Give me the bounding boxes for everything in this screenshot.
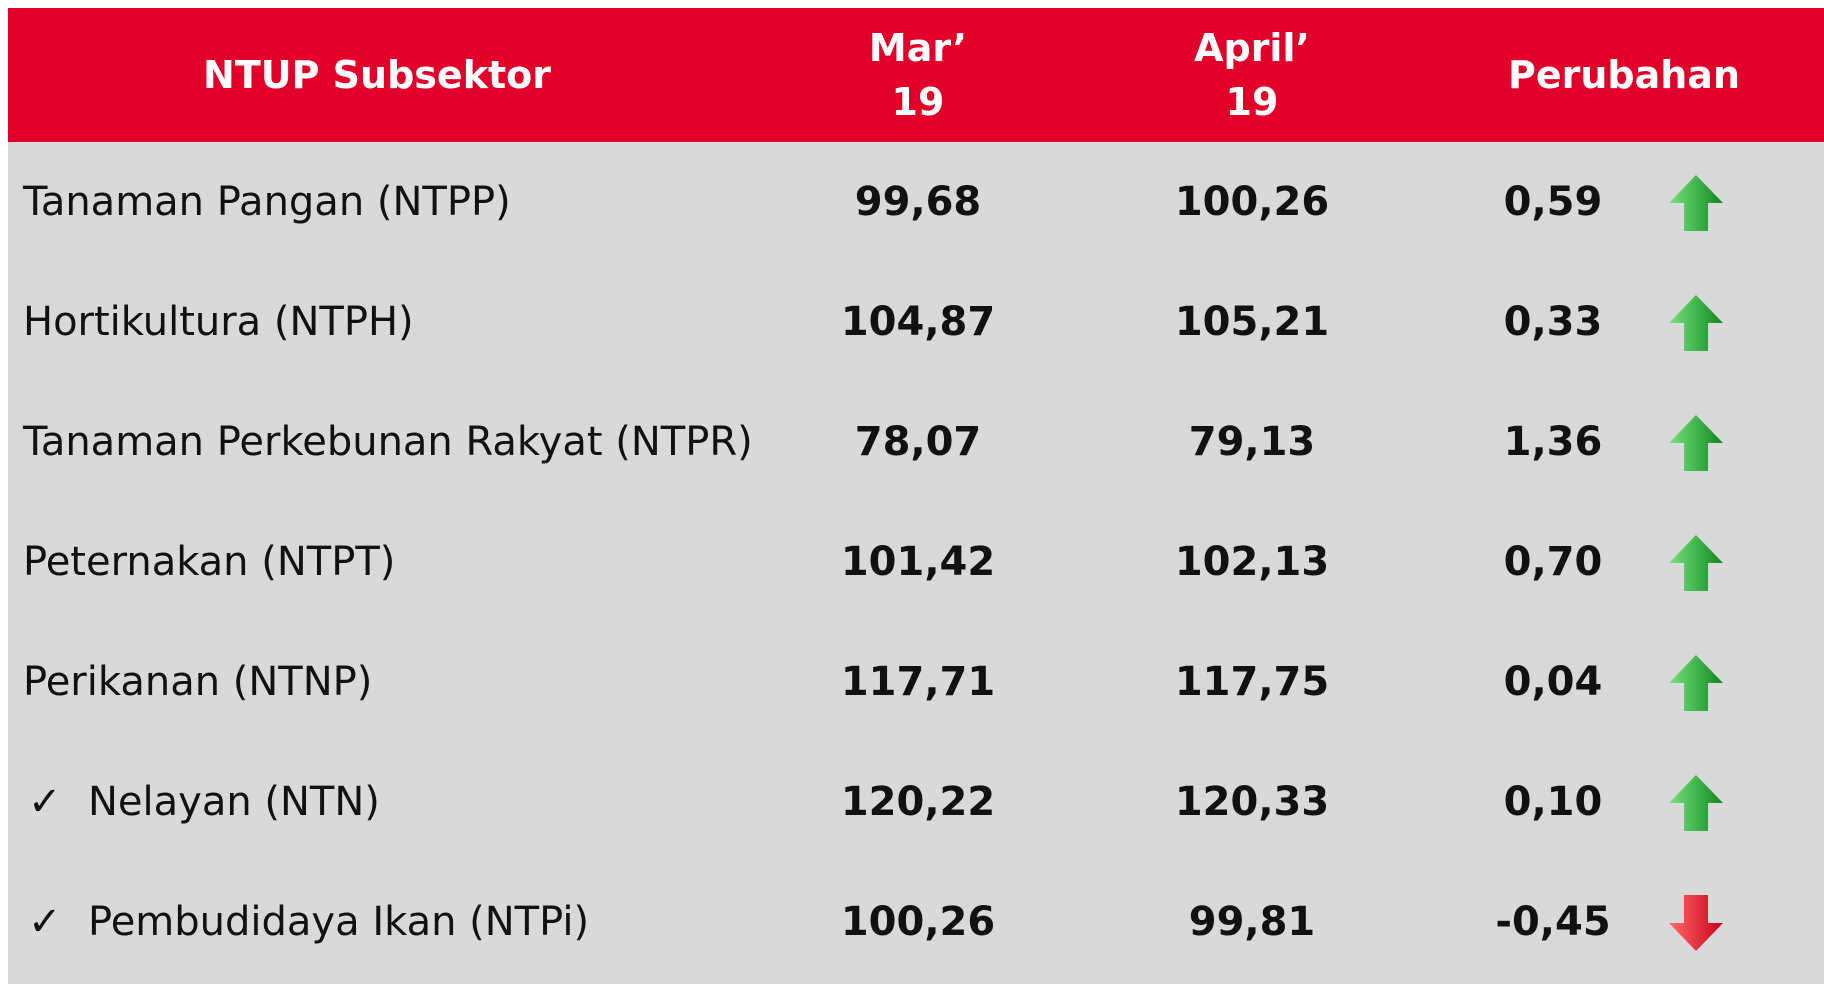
cell-value: 0,04: [1503, 659, 1603, 705]
row-label: Peternakan (NTPT): [23, 539, 396, 585]
table-row: Tanaman Pangan (NTPP) 99,68 100,26 0,59: [8, 142, 1824, 262]
cell-value: 78,07: [854, 419, 982, 465]
row-label: Perikanan (NTNP): [23, 659, 373, 705]
table-header: NTUP Subsektor Mar’ 19 April’ 19 Perubahan: [8, 8, 1824, 142]
table: NTUP Subsektor Mar’ 19 April’ 19 Perubahan …: [8, 8, 1824, 984]
table-row: Tanaman Perkebunan Rakyat (NTPR) 78,07 79,…: [8, 382, 1824, 502]
table-row: Perikanan (NTNP) 117,71 117,75 0,04: [8, 622, 1824, 742]
header-text: April’ 19: [1194, 26, 1310, 124]
cell-value: 0,70: [1503, 539, 1603, 585]
header-text: Perubahan: [1507, 53, 1741, 97]
cell-value: 117,71: [840, 659, 996, 705]
cell-value: 99,81: [1188, 899, 1316, 945]
arrow-up: [1669, 655, 1723, 711]
bullet: ✓: [28, 899, 62, 945]
row-label: Tanaman Perkebunan Rakyat (NTPR): [23, 419, 753, 465]
arrow-up: [1669, 415, 1723, 471]
table-row: ✓ Nelayan (NTN) 120,22 120,33 0,10: [8, 742, 1824, 862]
cell-value: 0,10: [1503, 779, 1603, 825]
table-row: Hortikultura (NTPH) 104,87 105,21 0,33: [8, 262, 1824, 382]
cell-value: 120,22: [840, 779, 996, 825]
header-cell: Perubahan: [1508, 8, 1740, 142]
arrow-down: [1669, 895, 1723, 951]
cell-value: 1,36: [1503, 419, 1603, 465]
header-cell: April’ 19: [1194, 8, 1310, 142]
row-label: Hortikultura (NTPH): [23, 299, 414, 345]
header-text: NTUP Subsektor: [203, 53, 551, 97]
header-cell: Mar’ 19: [869, 8, 967, 142]
arrow-up: [1669, 175, 1723, 231]
cell-value: 0,33: [1503, 299, 1603, 345]
row-label: Tanaman Pangan (NTPP): [23, 179, 511, 225]
cell-value: 117,75: [1174, 659, 1330, 705]
cell-value: 100,26: [1174, 179, 1330, 225]
row-label: Nelayan (NTN): [88, 779, 380, 825]
bullet: ✓: [28, 779, 62, 825]
table-row: Peternakan (NTPT) 101,42 102,13 0,70: [8, 502, 1824, 622]
cell-value: 104,87: [840, 299, 996, 345]
cell-value: 120,33: [1174, 779, 1330, 825]
cell-value: -0,45: [1495, 899, 1611, 945]
row-label: Pembudidaya Ikan (NTPi): [88, 899, 590, 945]
table-row: ✓ Pembudidaya Ikan (NTPi) 100,26 99,81 -0,45: [8, 862, 1824, 982]
arrow-up: [1669, 535, 1723, 591]
cell-value: 0,59: [1503, 179, 1603, 225]
arrow-up: [1669, 775, 1723, 831]
arrow-up: [1669, 295, 1723, 351]
cell-value: 79,13: [1188, 419, 1316, 465]
cell-value: 102,13: [1174, 539, 1330, 585]
cell-value: 101,42: [840, 539, 996, 585]
cell-value: 99,68: [854, 179, 982, 225]
header-cell: NTUP Subsektor: [203, 8, 551, 142]
cell-value: 100,26: [840, 899, 996, 945]
cell-value: 105,21: [1174, 299, 1330, 345]
header-text: Mar’ 19: [868, 26, 968, 124]
